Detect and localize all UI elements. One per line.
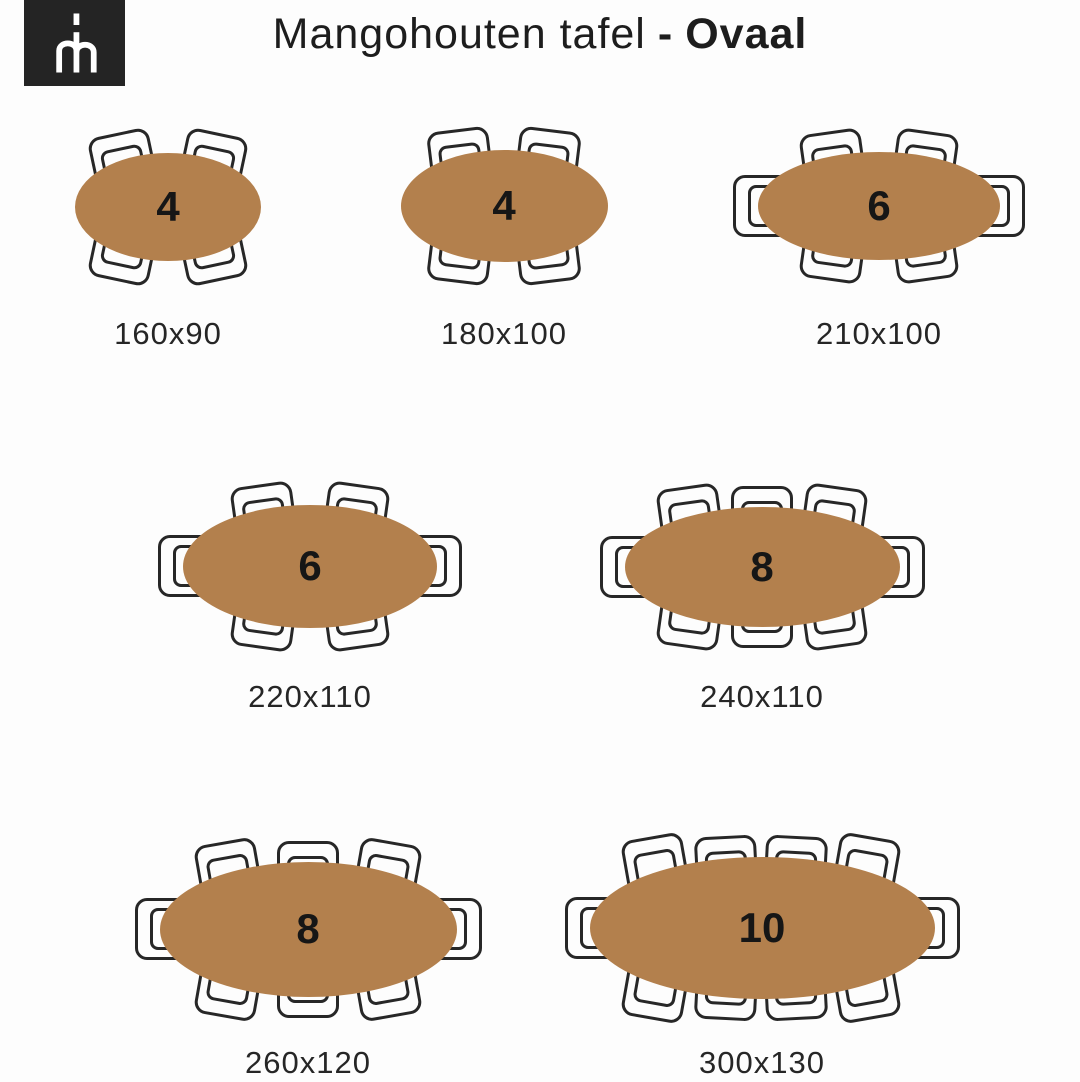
size-label: 180x100	[441, 316, 567, 351]
size-label: 240x110	[700, 679, 824, 714]
size-label: 300x130	[699, 1045, 825, 1080]
seat-count: 6	[298, 542, 322, 589]
size-label: 220x110	[248, 679, 372, 714]
table-top-oval: 6	[183, 504, 437, 628]
seat-count: 8	[296, 905, 320, 952]
size-label: 210x100	[816, 316, 942, 351]
size-label: 160x90	[114, 316, 222, 351]
brand-logo	[24, 0, 125, 86]
table-top-oval: 8	[159, 861, 457, 997]
mh-monogram-icon	[55, 13, 97, 73]
seat-count: 6	[867, 182, 891, 229]
table-top-oval: 10	[589, 857, 935, 999]
seat-count: 8	[750, 543, 774, 590]
seat-count: 4	[492, 182, 516, 229]
title-variant-ovaal: Ovaal	[685, 10, 808, 58]
page-title: Mangohouten tafel - Ovaal	[0, 10, 1080, 59]
size-label: 260x120	[245, 1045, 371, 1080]
seat-count: 10	[738, 904, 786, 951]
table-top-oval: 6	[758, 152, 1000, 260]
table-top-oval: 4	[75, 153, 261, 261]
title-separator: -	[657, 10, 674, 58]
seat-count: 4	[156, 183, 180, 230]
table-top-oval: 4	[400, 150, 608, 262]
title-text: Mangohouten tafel	[272, 10, 646, 58]
table-top-oval: 8	[624, 507, 900, 627]
